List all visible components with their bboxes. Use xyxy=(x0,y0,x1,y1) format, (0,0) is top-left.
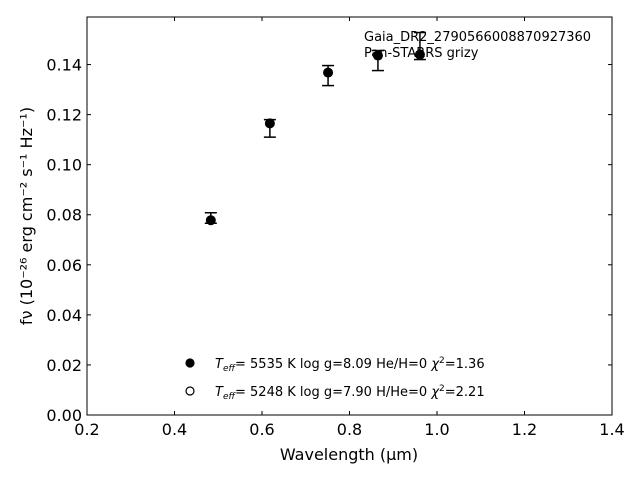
y-tick-label: 0.04 xyxy=(46,306,82,325)
y-tick-label: 0.10 xyxy=(46,156,82,175)
legend-entry: Teff= 5248 K log g=7.90 H/He=0 χ2=2.21 xyxy=(215,384,485,402)
legend-chi2: =2.21 xyxy=(445,385,485,400)
y-tick-label: 0.12 xyxy=(46,106,82,125)
y-tick-label: 0.14 xyxy=(46,56,82,75)
x-tick-label: 0.2 xyxy=(74,420,99,439)
legend-chi-superscript: 2 xyxy=(439,356,445,366)
legend-teff: = 5248 K xyxy=(235,385,300,400)
legend-teff-symbol: T xyxy=(215,357,224,372)
annotation-object-name: Gaia_DR2_2790566008870927360 xyxy=(364,30,591,45)
legend-composition: He/H=0 xyxy=(376,357,431,372)
x-tick-label: 0.8 xyxy=(337,420,362,439)
legend-chi2: =1.36 xyxy=(445,357,485,372)
plot-frame xyxy=(86,16,613,416)
y-tick-label: 0.08 xyxy=(46,206,82,225)
data-point xyxy=(372,50,383,61)
x-axis-label: Wavelength (μm) xyxy=(280,445,418,464)
legend-teff-symbol: T xyxy=(215,385,224,400)
x-tick-label: 1.2 xyxy=(512,420,537,439)
legend-teff-subscript: eff xyxy=(223,392,237,402)
legend-entry: Teff= 5535 K log g=8.09 He/H=0 χ2=1.36 xyxy=(215,356,485,374)
data-point xyxy=(264,118,275,129)
data-point xyxy=(205,215,216,226)
legend-composition: H/He=0 xyxy=(376,385,431,400)
legend-chi-symbol: χ xyxy=(430,385,440,400)
y-axis-label: fν (10⁻²⁶ erg cm⁻² s⁻¹ Hz⁻¹) xyxy=(17,107,36,325)
x-tick-label: 0.4 xyxy=(162,420,187,439)
legend-marker xyxy=(185,358,195,368)
annotation-survey: Pan-STARRS grizy xyxy=(364,46,479,61)
legend-logg: log g=7.90 xyxy=(300,385,376,400)
legend-logg: log g=8.09 xyxy=(300,357,376,372)
data-point xyxy=(414,49,425,60)
legend-teff: = 5535 K xyxy=(235,357,300,372)
x-tick-label: 0.6 xyxy=(249,420,274,439)
legend-marker xyxy=(185,386,195,396)
data-point xyxy=(323,67,334,78)
y-tick-label: 0.00 xyxy=(46,406,82,425)
x-tick-label: 1.4 xyxy=(599,420,624,439)
y-tick-label: 0.02 xyxy=(46,356,82,375)
y-tick-label: 0.06 xyxy=(46,256,82,275)
legend: Teff= 5535 K log g=8.09 He/H=0 χ2=1.36Te… xyxy=(185,356,485,402)
legend-chi-superscript: 2 xyxy=(439,384,445,394)
legend-chi-symbol: χ xyxy=(430,357,440,372)
x-tick-label: 1.0 xyxy=(424,420,449,439)
legend-teff-subscript: eff xyxy=(223,364,237,374)
